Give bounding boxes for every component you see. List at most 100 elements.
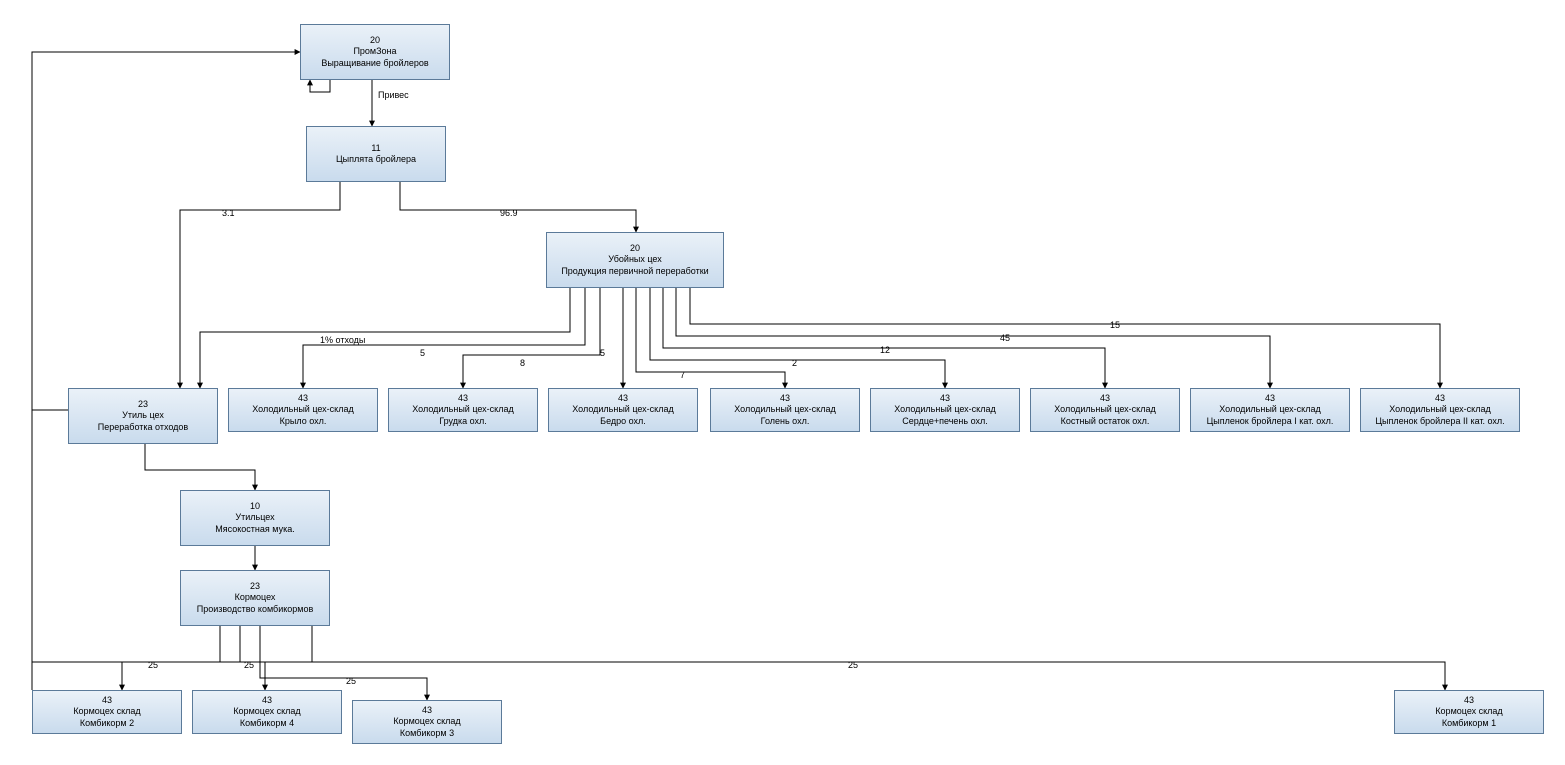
- node-line1: Утиль цех: [122, 410, 164, 421]
- edge-label-e16: 25: [244, 660, 254, 670]
- edge-label-e10: 12: [880, 345, 890, 355]
- node-line1: ПромЗона: [353, 46, 396, 57]
- node-line2: Переработка отходов: [98, 422, 188, 433]
- node-line2: Бедро охл.: [600, 416, 646, 427]
- node-line1: Холодильный цех-склад: [1219, 404, 1320, 415]
- diagram-canvas: 20ПромЗонаВыращивание бройлеров11Цыплята…: [0, 0, 1565, 765]
- node-line2: Мясокостная мука.: [215, 524, 294, 535]
- edge-e18: [312, 626, 1445, 690]
- node-number: 43: [618, 393, 628, 404]
- node-line2: Грудка охл.: [439, 416, 487, 427]
- edge-label-e8: 7: [680, 370, 685, 380]
- edge-e12: [690, 288, 1440, 388]
- node-line2: Выращивание бройлеров: [321, 58, 428, 69]
- node-line2: Крыло охл.: [280, 416, 327, 427]
- edge-e16: [240, 626, 265, 690]
- node-line2: Комбикорм 3: [400, 728, 454, 739]
- node-number: 43: [780, 393, 790, 404]
- edge-label-e18: 25: [848, 660, 858, 670]
- node-line1: Кормоцех склад: [393, 716, 460, 727]
- node-number: 43: [940, 393, 950, 404]
- node-n1[interactable]: 20ПромЗонаВыращивание бройлеров: [300, 24, 450, 80]
- node-number: 43: [1464, 695, 1474, 706]
- node-n4[interactable]: 23Утиль цехПереработка отходов: [68, 388, 218, 444]
- node-n13[interactable]: 10УтильцехМясокостная мука.: [180, 490, 330, 546]
- node-line1: Кормоцех склад: [1435, 706, 1502, 717]
- edge-e3: [400, 182, 636, 232]
- node-number: 20: [630, 243, 640, 254]
- node-n12[interactable]: 43Холодильный цех-складЦыпленок бройлера…: [1360, 388, 1520, 432]
- node-line2: Голень охл.: [761, 416, 810, 427]
- edge-label-e15: 25: [148, 660, 158, 670]
- node-line2: Цыпленок бройлера II кат. охл.: [1375, 416, 1504, 427]
- node-number: 20: [370, 35, 380, 46]
- node-line1: Кормоцех склад: [73, 706, 140, 717]
- node-line1: Холодильный цех-склад: [412, 404, 513, 415]
- edge-label-e9: 2: [792, 358, 797, 368]
- node-n14[interactable]: 23КормоцехПроизводство комбикормов: [180, 570, 330, 626]
- node-n8[interactable]: 43Холодильный цех-складГолень охл.: [710, 388, 860, 432]
- node-line2: Комбикорм 1: [1442, 718, 1496, 729]
- edge-label-e5: 5: [420, 348, 425, 358]
- node-line1: Холодильный цех-склад: [252, 404, 353, 415]
- node-n2[interactable]: 11Цыплята бройлера: [306, 126, 446, 182]
- node-n5[interactable]: 43Холодильный цех-складКрыло охл.: [228, 388, 378, 432]
- edge-e15: [122, 626, 220, 690]
- node-line1: Холодильный цех-склад: [1054, 404, 1155, 415]
- edge-e20: [32, 52, 68, 410]
- node-line2: Комбикорм 4: [240, 718, 294, 729]
- node-n11[interactable]: 43Холодильный цех-складЦыпленок бройлера…: [1190, 388, 1350, 432]
- node-n10[interactable]: 43Холодильный цех-складКостный остаток о…: [1030, 388, 1180, 432]
- edge-e2: [180, 182, 340, 388]
- edges-layer: [0, 0, 1565, 765]
- node-number: 23: [250, 581, 260, 592]
- node-line1: Холодильный цех-склад: [894, 404, 995, 415]
- edge-label-e17: 25: [346, 676, 356, 686]
- node-number: 43: [298, 393, 308, 404]
- node-n18[interactable]: 43Кормоцех складКомбикорм 1: [1394, 690, 1544, 734]
- edge-label-e7: 5: [600, 348, 605, 358]
- edge-label-e11: 45: [1000, 333, 1010, 343]
- edge-e21: [310, 80, 330, 92]
- edge-e4: [200, 288, 570, 388]
- edge-label-e1: Привес: [378, 90, 409, 100]
- node-number: 43: [422, 705, 432, 716]
- edge-label-e3: 96.9: [500, 208, 518, 218]
- node-number: 43: [1435, 393, 1445, 404]
- node-n6[interactable]: 43Холодильный цех-складГрудка охл.: [388, 388, 538, 432]
- node-line2: Продукция первичной переработки: [561, 266, 708, 277]
- edge-e9: [650, 288, 945, 388]
- edge-label-e12: 15: [1110, 320, 1120, 330]
- node-number: 43: [1100, 393, 1110, 404]
- node-n3[interactable]: 20Убойных цехПродукция первичной перераб…: [546, 232, 724, 288]
- node-number: 43: [262, 695, 272, 706]
- edge-e11: [676, 288, 1270, 388]
- edge-e6: [463, 288, 600, 388]
- node-number: 11: [371, 143, 380, 154]
- edge-e17: [260, 626, 427, 700]
- node-line1: Холодильный цех-склад: [572, 404, 673, 415]
- node-n9[interactable]: 43Холодильный цех-складСердце+печень охл…: [870, 388, 1020, 432]
- node-number: 43: [458, 393, 468, 404]
- edge-e13: [145, 444, 255, 490]
- node-line2: Комбикорм 2: [80, 718, 134, 729]
- node-number: 10: [250, 501, 260, 512]
- edge-label-e2: 3.1: [222, 208, 235, 218]
- edge-e10: [663, 288, 1105, 388]
- edge-label-e4: 1% отходы: [320, 335, 365, 345]
- node-line1: Холодильный цех-склад: [734, 404, 835, 415]
- node-n15[interactable]: 43Кормоцех складКомбикорм 2: [32, 690, 182, 734]
- node-number: 23: [138, 399, 148, 410]
- node-line1: Утильцех: [235, 512, 274, 523]
- node-n16[interactable]: 43Кормоцех складКомбикорм 4: [192, 690, 342, 734]
- node-line1: Убойных цех: [608, 254, 662, 265]
- edge-label-e6: 8: [520, 358, 525, 368]
- node-line1: Кормоцех: [235, 592, 276, 603]
- node-number: 43: [1265, 393, 1275, 404]
- node-n7[interactable]: 43Холодильный цех-складБедро охл.: [548, 388, 698, 432]
- node-line1: Кормоцех склад: [233, 706, 300, 717]
- node-n17[interactable]: 43Кормоцех складКомбикорм 3: [352, 700, 502, 744]
- node-line2: Цыпленок бройлера I кат. охл.: [1207, 416, 1334, 427]
- node-line1: Цыплята бройлера: [336, 154, 416, 165]
- edge-e8: [636, 288, 785, 388]
